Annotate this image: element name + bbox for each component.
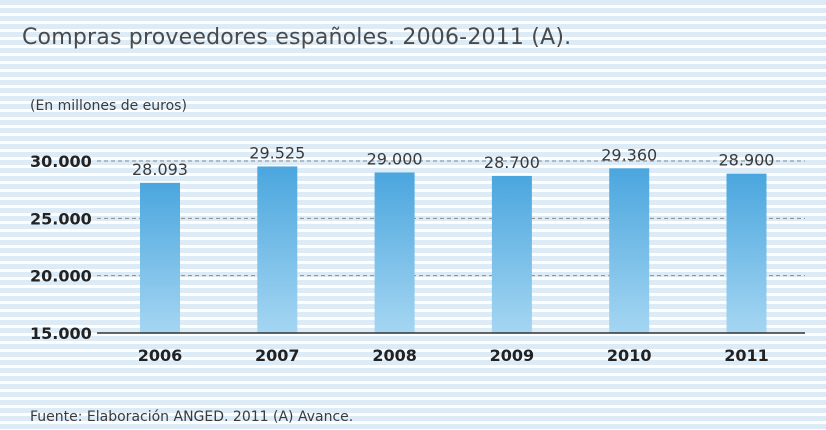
y-tick-label: 25.000 xyxy=(30,209,92,228)
y-tick-label: 20.000 xyxy=(30,267,92,286)
x-tick-label: 2008 xyxy=(372,346,417,365)
x-tick-label: 2007 xyxy=(255,346,300,365)
bar-value-label: 29.360 xyxy=(601,145,657,164)
bar xyxy=(609,168,650,333)
bar-value-label: 28.093 xyxy=(132,160,188,179)
bar xyxy=(374,172,415,333)
bar xyxy=(140,182,180,333)
x-tick-label: 2006 xyxy=(138,346,183,365)
bar-value-label: 29.000 xyxy=(367,149,423,168)
bar xyxy=(257,166,298,333)
chart-title: Compras proveedores españoles. 2006-2011… xyxy=(22,25,572,50)
source-note: Fuente: Elaboración ANGED. 2011 (A) Avan… xyxy=(30,409,354,425)
unit-label: (En millones de euros) xyxy=(30,98,187,114)
x-tick-label: 2009 xyxy=(490,346,535,365)
bar xyxy=(491,175,532,333)
y-tick-label: 15.000 xyxy=(30,324,92,343)
bar-value-label: 28.700 xyxy=(484,153,540,172)
x-tick-label: 2011 xyxy=(724,346,769,365)
bar-value-label: 29.525 xyxy=(249,143,305,162)
y-tick-label: 30.000 xyxy=(30,152,92,171)
x-tick-label: 2010 xyxy=(607,346,652,365)
bar-value-label: 28.900 xyxy=(719,151,775,170)
bar xyxy=(726,173,767,333)
